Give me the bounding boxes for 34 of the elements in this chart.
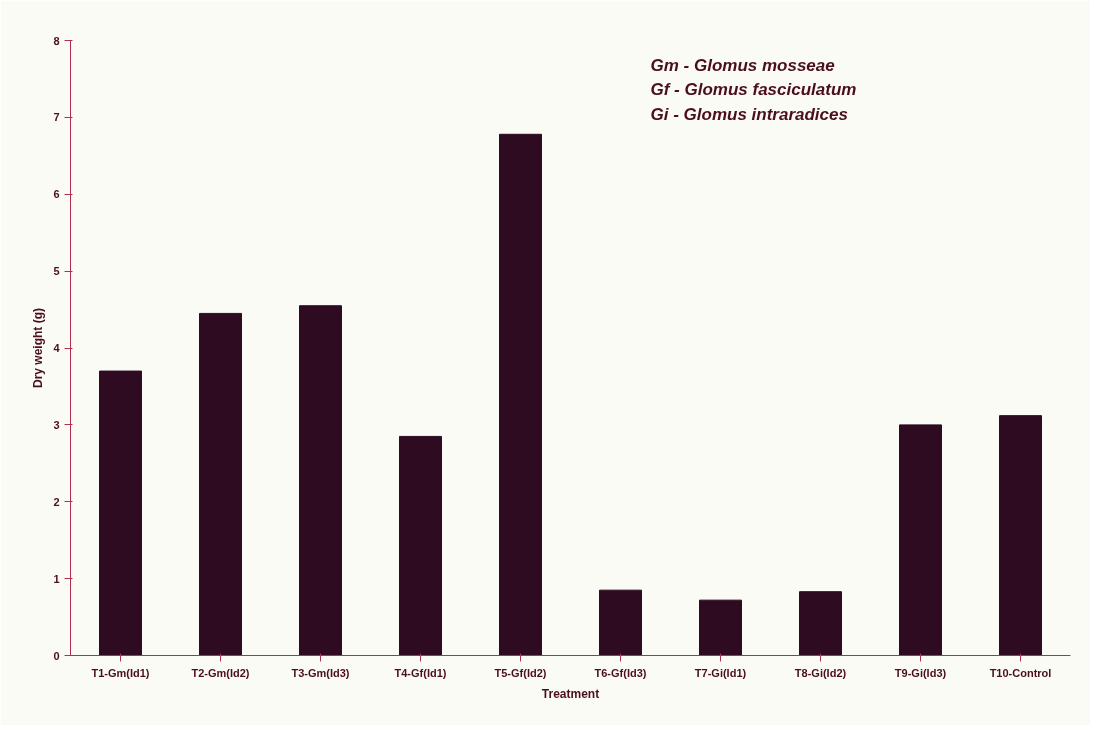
x-tick-label: T2-Gm(Id2) — [191, 666, 250, 679]
x-tick-label: T5-Gf(Id2) — [494, 666, 547, 679]
bar — [699, 599, 742, 656]
x-tick-label: T8-Gi(Id2) — [794, 666, 847, 679]
x-tick-label: T4-Gf(Id1) — [394, 666, 447, 679]
bar — [99, 370, 142, 656]
bar — [899, 424, 942, 656]
y-tick-label: 1 — [53, 572, 60, 585]
bar — [199, 312, 242, 656]
y-tick-label: 2 — [53, 495, 60, 508]
x-tick-label: T3-Gm(Id3) — [291, 666, 350, 679]
x-tick-label: T6-Gf(Id3) — [594, 666, 647, 679]
y-axis-title: Dry weight (g) — [31, 308, 46, 388]
bar — [799, 591, 842, 656]
annotation: Gi - Glomus intraradices — [650, 104, 848, 124]
y-tick-label: 5 — [53, 265, 60, 278]
bar — [999, 415, 1042, 656]
x-tick-label: T1-Gm(Id1) — [91, 666, 150, 679]
y-tick-label: 6 — [53, 188, 60, 201]
bar — [599, 589, 642, 656]
y-tick-label: 8 — [53, 34, 60, 47]
bar — [499, 133, 542, 656]
y-tick-label: 3 — [53, 418, 60, 431]
y-tick-label: 4 — [53, 342, 61, 354]
bar — [299, 305, 342, 656]
bar — [399, 435, 442, 656]
y-tick-label: 7 — [53, 111, 60, 124]
x-tick-label: T10-Control — [989, 666, 1052, 679]
x-axis-title: Treatment — [541, 686, 600, 701]
x-tick-label: T7-Gi(Id1) — [694, 666, 747, 679]
x-tick-label: T9-Gi(Id3) — [894, 666, 947, 679]
annotation: Gm - Glomus mosseae — [650, 55, 835, 75]
y-tick-label: 0 — [53, 649, 60, 662]
annotation: Gf - Glomus fasciculatum — [650, 80, 857, 100]
